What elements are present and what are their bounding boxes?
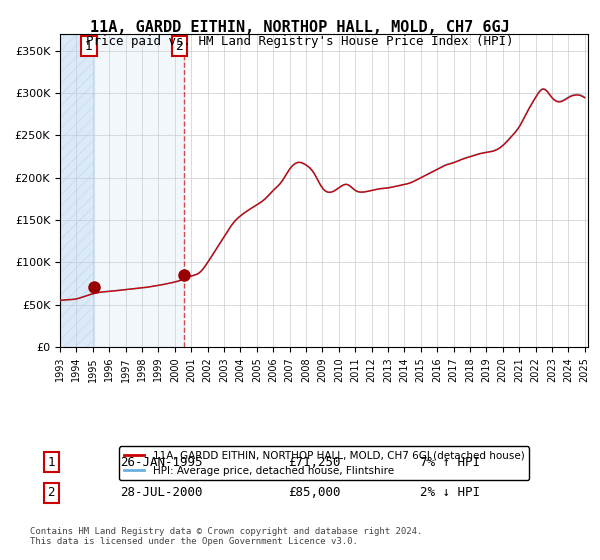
- Text: £71,250: £71,250: [288, 455, 341, 469]
- Bar: [60, 34, 94, 347]
- Text: 1: 1: [47, 455, 55, 469]
- Legend: 11A, GARDD EITHIN, NORTHOP HALL, MOLD, CH7 6GJ (detached house), HPI: Average pr: 11A, GARDD EITHIN, NORTHOP HALL, MOLD, C…: [119, 446, 529, 480]
- Text: 2% ↓ HPI: 2% ↓ HPI: [420, 486, 480, 500]
- Text: 26-JAN-1995: 26-JAN-1995: [120, 455, 203, 469]
- Text: Contains HM Land Registry data © Crown copyright and database right 2024.
This d: Contains HM Land Registry data © Crown c…: [30, 526, 422, 546]
- Text: Price paid vs. HM Land Registry's House Price Index (HPI): Price paid vs. HM Land Registry's House …: [86, 35, 514, 48]
- Text: 2: 2: [47, 486, 55, 500]
- Text: £85,000: £85,000: [288, 486, 341, 500]
- Text: 7% ↑ HPI: 7% ↑ HPI: [420, 455, 480, 469]
- Text: 28-JUL-2000: 28-JUL-2000: [120, 486, 203, 500]
- Text: 1: 1: [85, 40, 93, 53]
- Bar: [60, 34, 184, 347]
- Text: 2: 2: [175, 40, 183, 53]
- Text: 11A, GARDD EITHIN, NORTHOP HALL, MOLD, CH7 6GJ: 11A, GARDD EITHIN, NORTHOP HALL, MOLD, C…: [90, 20, 510, 35]
